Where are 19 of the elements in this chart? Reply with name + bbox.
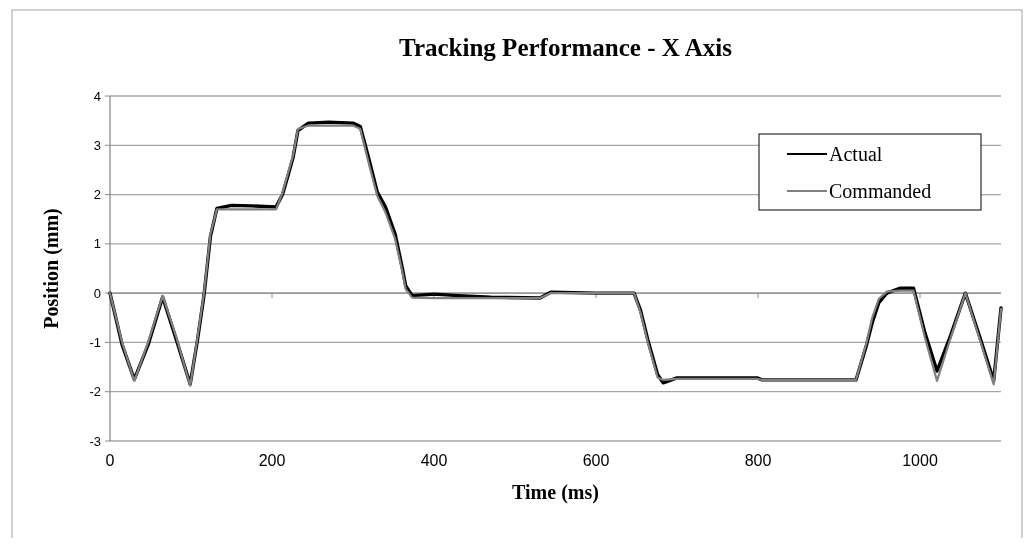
y-tick-label: 2 — [93, 187, 101, 203]
y-tick-label: -2 — [89, 384, 101, 400]
y-tick-label: 4 — [93, 88, 101, 104]
x-axis-title: Time (ms) — [512, 481, 599, 504]
chart-title: Tracking Performance - X Axis — [399, 34, 733, 61]
x-tick-label: 400 — [420, 452, 448, 469]
y-tick-label: -1 — [89, 334, 101, 350]
y-tick-label: 3 — [93, 137, 101, 153]
y-tick-label: -3 — [89, 433, 101, 449]
x-tick-label: 600 — [582, 452, 610, 469]
x-tick-label: 0 — [105, 452, 115, 469]
x-tick-label: 800 — [744, 452, 772, 469]
x-tick-label: 200 — [258, 452, 286, 469]
x-tick-label: 1000 — [902, 452, 938, 469]
legend-label: Commanded — [829, 180, 932, 202]
legend-label: Actual — [829, 143, 883, 165]
y-axis-title: Position (mm) — [40, 208, 63, 329]
y-tick-label: 0 — [93, 285, 101, 301]
y-tick-label: 1 — [93, 236, 101, 252]
